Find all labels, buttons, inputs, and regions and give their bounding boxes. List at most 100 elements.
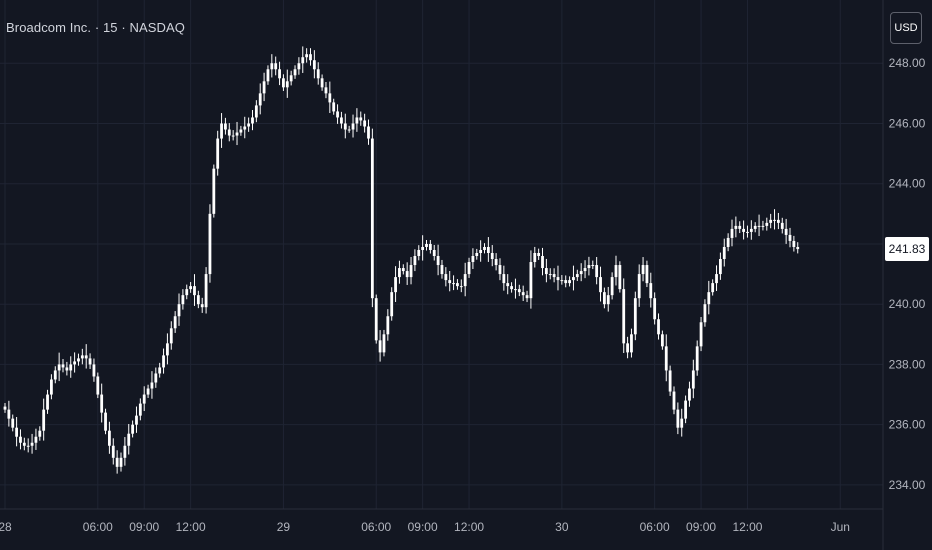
candle-body <box>3 406 7 410</box>
candle-body <box>533 252 537 263</box>
candle-body <box>718 259 722 275</box>
candle <box>413 249 417 272</box>
candle-body <box>448 280 452 284</box>
candle-body <box>266 69 270 82</box>
candle-body <box>370 138 374 299</box>
candle-body <box>53 370 57 380</box>
price-axis[interactable]: 234.00236.00238.00240.00242.00244.00246.… <box>889 56 926 492</box>
time-tick-label: 09:00 <box>129 520 159 534</box>
candle-body <box>432 249 436 257</box>
candle-body <box>57 364 61 371</box>
candle <box>305 48 309 63</box>
candle-body <box>668 370 672 392</box>
candle <box>7 400 11 427</box>
candle <box>274 56 278 76</box>
candle-body <box>386 316 390 335</box>
candle <box>65 361 69 376</box>
candle-body <box>297 63 301 70</box>
candle <box>796 242 800 254</box>
candle-body <box>699 322 703 347</box>
candle-body <box>181 295 185 305</box>
candle <box>537 248 541 260</box>
candle <box>320 74 324 91</box>
candle <box>224 117 227 135</box>
candle-body <box>746 231 749 233</box>
time-tick-label: 12:00 <box>176 520 206 534</box>
candle-body <box>688 388 691 401</box>
candle-body <box>363 120 367 127</box>
candle-body <box>575 274 579 278</box>
candle-body <box>552 274 556 278</box>
time-axis[interactable]: 28 06:00 09:00 12:00 29 06:00 09:00 12:00 30 06:0… <box>0 520 850 534</box>
candle <box>595 257 599 285</box>
candle <box>53 366 57 384</box>
candle <box>649 272 653 308</box>
candle-body <box>351 123 355 130</box>
candle <box>440 259 444 279</box>
candle-body <box>142 394 146 404</box>
candle <box>212 164 216 218</box>
candle <box>792 235 796 252</box>
candle-body <box>231 135 235 137</box>
candle-body <box>494 259 498 266</box>
candle <box>575 269 579 281</box>
candle-body <box>332 102 336 112</box>
time-tick-label: 09:00 <box>408 520 438 534</box>
candle <box>88 353 92 369</box>
candle <box>715 265 718 291</box>
candle-body <box>765 222 769 226</box>
candle-body <box>645 265 649 284</box>
candle <box>568 276 571 287</box>
candle <box>285 69 289 98</box>
candle <box>560 275 564 285</box>
candle <box>146 384 150 398</box>
candle-body <box>514 289 517 291</box>
symbol-title: Broadcom Inc. · 15 · NASDAQ <box>6 20 185 35</box>
candle-body <box>475 252 479 257</box>
candle <box>680 408 684 437</box>
candle-body <box>212 168 216 214</box>
candle-body <box>285 81 289 88</box>
candle-body <box>792 240 796 247</box>
time-tick-label: 09:00 <box>686 520 716 534</box>
candle-body <box>61 364 65 368</box>
candle <box>80 348 84 365</box>
candle-body <box>467 262 471 275</box>
candle-body <box>158 367 162 374</box>
candle-body <box>26 445 30 447</box>
candle <box>622 278 626 354</box>
candle-body <box>722 246 726 260</box>
candle-body <box>749 228 753 232</box>
currency-button[interactable]: USD <box>890 12 922 44</box>
candle-body <box>510 286 513 290</box>
candle-body <box>22 442 26 446</box>
candle-body <box>15 427 19 437</box>
candle-body <box>773 219 776 221</box>
candle-body <box>343 123 347 130</box>
candle <box>374 294 378 344</box>
candle-body <box>146 388 150 395</box>
candle-body <box>65 367 69 371</box>
candle <box>22 437 26 451</box>
candle-body <box>162 355 165 368</box>
candle <box>486 237 490 262</box>
candle-body <box>436 256 440 266</box>
candle-body <box>769 219 773 223</box>
candle-body <box>293 69 297 76</box>
candle <box>541 247 544 276</box>
candle-body <box>46 394 49 410</box>
candle <box>177 293 181 326</box>
candle-body <box>150 382 154 389</box>
candle <box>645 260 649 288</box>
candle-body <box>680 418 684 428</box>
candle <box>119 452 123 472</box>
time-tick-label: 06:00 <box>83 520 113 534</box>
candle-body <box>738 225 742 229</box>
candle <box>46 389 49 414</box>
candle-body <box>548 274 552 276</box>
candle-body <box>80 355 84 359</box>
candle-body <box>459 286 463 288</box>
candle-body <box>641 265 645 275</box>
candle-body <box>405 271 409 278</box>
